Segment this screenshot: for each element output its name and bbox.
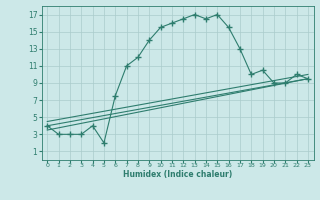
X-axis label: Humidex (Indice chaleur): Humidex (Indice chaleur): [123, 170, 232, 179]
